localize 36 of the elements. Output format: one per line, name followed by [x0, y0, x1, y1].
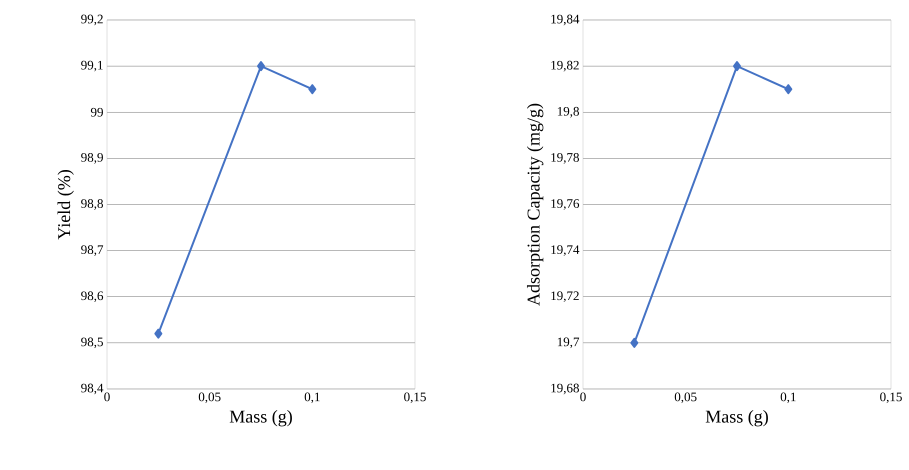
y-tick-label: 98,5 [81, 338, 103, 348]
x-tick-label: 0,05 [198, 392, 221, 404]
x-axis-title: Mass (g) [230, 410, 292, 426]
y-tick-label: 19,76 [551, 199, 580, 210]
x-tick-label: 0 [580, 392, 586, 402]
y-tick-label: 19,68 [551, 384, 579, 394]
y-tick-label: 98,4 [81, 384, 104, 394]
point [733, 61, 741, 72]
x-tick-label: 0 [104, 392, 110, 402]
y-tick-label: 19,78 [551, 153, 579, 164]
y-tick-label: 98,9 [81, 153, 103, 164]
y-tick-label: 19,7 [558, 338, 580, 348]
y-tick-label: 99,1 [81, 60, 103, 72]
y-tick-label: 19,74 [551, 245, 580, 256]
x-tick-label: 0,15 [880, 392, 902, 404]
point [630, 338, 638, 348]
y-tick-label: 98,7 [81, 245, 104, 256]
x-tick-label: 0,05 [674, 392, 697, 404]
x-axis-title: Mass (g) [706, 410, 768, 426]
y-tick-label: 99 [90, 108, 103, 117]
y-axis-title: Yield (%) [58, 170, 74, 240]
y-tick-label: 19,72 [551, 291, 579, 302]
y-tick-label: 98,6 [81, 291, 104, 302]
x-tick-label: 0,1 [780, 392, 796, 404]
point [257, 61, 266, 72]
y-tick-label: 19,8 [558, 106, 579, 118]
y-tick-label: 19,82 [551, 60, 579, 72]
point [308, 84, 316, 94]
point [154, 328, 162, 339]
x-tick-label: 0,1 [304, 392, 320, 404]
x-tick-label: 0,15 [404, 392, 426, 404]
y-axis-title: Adsorption Capacity (mg/g) [526, 104, 544, 306]
y-tick-label: 19,84 [551, 14, 580, 26]
y-tick-label: 99,2 [81, 14, 103, 26]
point [784, 84, 792, 94]
y-tick-label: 98,8 [81, 199, 103, 210]
